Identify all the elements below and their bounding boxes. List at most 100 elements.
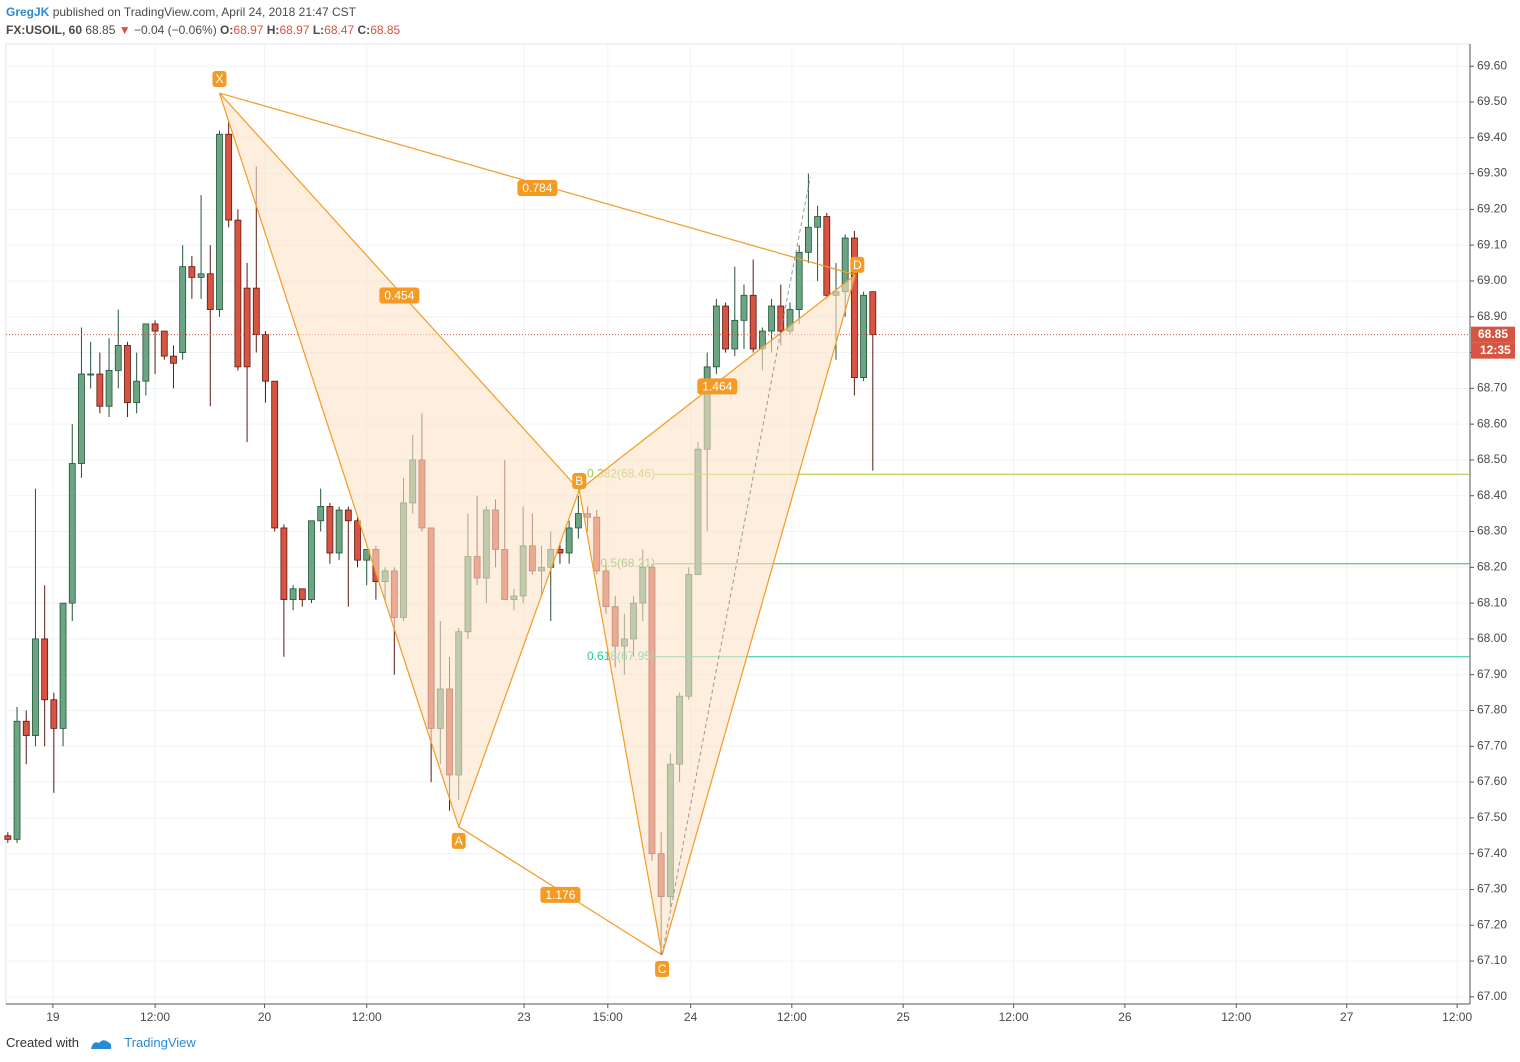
c-label: C: xyxy=(357,23,371,37)
candle-body xyxy=(289,588,297,600)
y-tick-label: 69.50 xyxy=(1477,94,1507,108)
badge-label: X xyxy=(215,72,223,86)
candle-body xyxy=(869,291,877,336)
x-tick-label: 12:00 xyxy=(777,1010,807,1024)
header: GregJK published on TradingView.com, Apr… xyxy=(6,3,400,39)
y-tick-label: 67.70 xyxy=(1477,738,1507,752)
badge xyxy=(572,472,587,489)
y-tick-label: 68.00 xyxy=(1477,631,1507,645)
c-value: 68.85 xyxy=(370,23,401,37)
candle-body xyxy=(96,373,104,407)
y-tick-label: 69.60 xyxy=(1477,58,1507,72)
candle-body xyxy=(13,720,21,840)
x-tick-label: 12:00 xyxy=(140,1010,170,1024)
candle-body xyxy=(225,133,233,221)
footer: Created with TradingView xyxy=(6,1035,196,1051)
candle-body xyxy=(335,509,343,554)
candle-body xyxy=(262,334,269,382)
candle-body xyxy=(243,287,251,368)
candle-body xyxy=(59,602,67,729)
x-tick-label: 12:00 xyxy=(352,1010,382,1024)
candle-body xyxy=(197,273,205,278)
x-tick-label: 12:00 xyxy=(1442,1010,1472,1024)
candle-body xyxy=(326,506,334,554)
candle-body xyxy=(160,330,168,357)
candle-body xyxy=(731,319,739,350)
y-tick-label: 68.10 xyxy=(1477,595,1507,609)
y-tick-label: 68.40 xyxy=(1477,488,1507,502)
timer-label: 12:35 xyxy=(1480,343,1511,357)
y-tick-label: 67.10 xyxy=(1477,953,1507,967)
x-tick-label: 25 xyxy=(896,1010,910,1024)
symbol: FX:USOIL, 60 xyxy=(6,23,83,37)
badge xyxy=(212,71,227,88)
x-tick-label: 27 xyxy=(1340,1010,1354,1024)
y-tick-label: 67.60 xyxy=(1477,774,1507,788)
candle-body xyxy=(50,699,58,729)
candle-body xyxy=(179,266,187,353)
candle-body xyxy=(252,287,260,336)
y-tick-label: 68.90 xyxy=(1477,309,1507,323)
y-tick-label: 67.80 xyxy=(1477,703,1507,717)
author[interactable]: GregJK xyxy=(6,5,50,19)
y-tick-label: 67.00 xyxy=(1477,989,1507,1003)
y-tick-label: 67.20 xyxy=(1477,917,1507,931)
trend-line xyxy=(661,177,811,956)
candle-body xyxy=(308,520,315,600)
pattern-fill xyxy=(219,93,580,827)
badge xyxy=(540,886,581,903)
y-tick-label: 68.30 xyxy=(1477,524,1507,538)
candle-body xyxy=(740,294,748,321)
badge xyxy=(451,832,466,849)
candle-body xyxy=(133,380,141,404)
brand[interactable]: TradingView xyxy=(124,1035,196,1050)
y-tick-label: 67.50 xyxy=(1477,810,1507,824)
candle-body xyxy=(565,527,573,554)
candle-body xyxy=(722,305,729,350)
h-label: H: xyxy=(266,23,280,37)
candle-body xyxy=(823,216,831,296)
o-label: O: xyxy=(220,23,234,37)
h-value: 68.97 xyxy=(279,23,310,37)
candle-body xyxy=(68,463,76,604)
candle-body xyxy=(206,273,214,310)
candle-body xyxy=(124,344,131,404)
change: −0.04 (−0.06%) xyxy=(133,23,217,37)
candle-body xyxy=(188,266,196,278)
badge-label: B xyxy=(575,474,583,488)
y-tick-label: 68.20 xyxy=(1477,559,1507,573)
y-tick-label: 69.20 xyxy=(1477,202,1507,216)
candle-body xyxy=(860,294,868,379)
y-tick-label: 67.40 xyxy=(1477,846,1507,860)
candle-body xyxy=(114,344,122,371)
badge xyxy=(379,287,420,304)
badge-label: C xyxy=(658,962,667,976)
candle-body xyxy=(170,355,177,364)
candle-body xyxy=(87,373,95,376)
x-tick-label: 26 xyxy=(1118,1010,1132,1024)
candle-body xyxy=(142,323,150,382)
down-arrow: ▼ xyxy=(118,23,131,37)
x-tick-label: 19 xyxy=(46,1010,60,1024)
last: 68.85 xyxy=(85,23,116,37)
y-tick-label: 69.10 xyxy=(1477,237,1507,251)
candle-body xyxy=(4,835,12,840)
candle-body xyxy=(298,588,306,600)
badge xyxy=(850,256,865,273)
o-value: 68.97 xyxy=(233,23,264,37)
badge-label: 0.784 xyxy=(522,181,552,195)
candle-body xyxy=(712,305,720,368)
badge-label: 0.454 xyxy=(384,289,414,303)
candle-body xyxy=(749,294,757,350)
candle-body xyxy=(354,520,361,561)
badge xyxy=(517,179,558,196)
candle-body xyxy=(234,219,242,368)
candle-body xyxy=(271,380,279,529)
l-value: 68.47 xyxy=(324,23,355,37)
y-tick-label: 67.30 xyxy=(1477,882,1507,896)
candle-body xyxy=(795,251,803,310)
candle-body xyxy=(41,638,49,701)
badge xyxy=(655,960,670,977)
